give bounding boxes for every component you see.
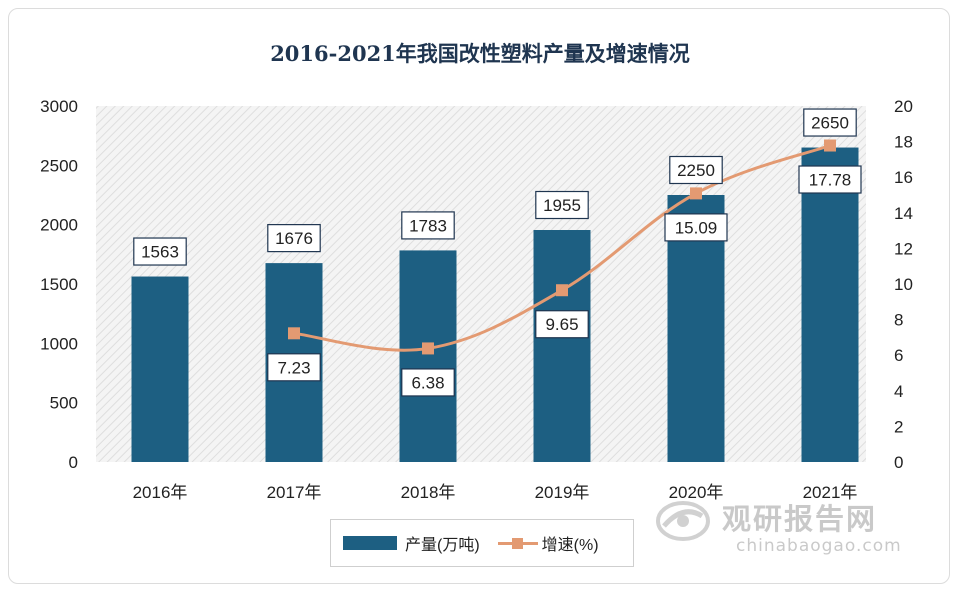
right-axis-tick: 18 — [894, 133, 913, 152]
watermark-url: chinabaogao.com — [736, 536, 902, 556]
left-axis-tick: 2000 — [40, 216, 78, 235]
left-axis-tick: 500 — [50, 394, 78, 413]
growth-marker — [690, 187, 702, 200]
bar — [801, 147, 859, 463]
growth-marker — [422, 342, 434, 355]
bar-value-label: 1563 — [141, 243, 179, 262]
legend-line-marker — [497, 536, 538, 550]
category-label: 2017年 — [267, 483, 322, 502]
bar-value-label-box — [133, 237, 187, 266]
bar — [131, 276, 189, 462]
bar-value-label: 2650 — [811, 114, 849, 133]
growth-value-label: 15.09 — [675, 218, 718, 237]
growth-value-label-box — [267, 353, 321, 382]
bar-value-label-box — [803, 108, 857, 137]
category-label: 2021年 — [803, 483, 858, 502]
watermark: 观研报告网 chinabaogao.com — [652, 492, 942, 562]
growth-value-label: 7.23 — [277, 358, 310, 377]
bar-value-label: 1783 — [409, 216, 447, 235]
left-axis-tick: 1500 — [40, 275, 78, 294]
right-axis-tick: 8 — [894, 311, 903, 330]
right-axis-tick: 12 — [894, 239, 913, 258]
watermark-logo-icon — [656, 501, 710, 541]
right-axis-tick: 20 — [894, 97, 913, 116]
growth-value-label: 6.38 — [411, 373, 444, 392]
bar — [533, 230, 591, 462]
legend-item-line: 增速(%) — [497, 531, 599, 555]
bar-value-label-box — [267, 224, 321, 253]
left-axis-tick: 1000 — [40, 334, 78, 353]
legend-item-bar: 产量(万吨) — [343, 531, 480, 555]
left-axis-tick: 3000 — [40, 97, 78, 116]
category-label: 2018年 — [401, 483, 456, 502]
right-axis-tick: 10 — [894, 275, 913, 294]
legend-bar-label: 产量(万吨) — [405, 537, 480, 554]
legend-bar-swatch — [343, 536, 397, 550]
growth-value-label: 9.65 — [545, 315, 578, 334]
left-axis-tick: 0 — [69, 453, 78, 472]
right-axis-tick: 0 — [894, 453, 903, 472]
watermark-brand: 观研报告网 — [722, 502, 878, 536]
right-axis-tick: 6 — [894, 346, 903, 365]
growth-value-label-box — [401, 368, 455, 397]
bar — [399, 250, 457, 462]
bar-value-label-box — [401, 211, 455, 240]
chart-title: 2016-2021年我国改性塑料产量及增速情况 — [270, 41, 690, 66]
growth-marker — [824, 139, 836, 152]
legend: 产量(万吨) 增速(%) — [330, 519, 634, 567]
plot-area — [96, 106, 866, 462]
growth-value-label-box — [664, 213, 728, 242]
bar-value-label: 2250 — [677, 161, 715, 180]
right-axis-tick: 2 — [894, 417, 903, 436]
growth-value-label-box — [798, 165, 862, 194]
bar-value-label-box — [535, 190, 589, 220]
left-axis-tick: 2500 — [40, 156, 78, 175]
growth-marker — [288, 327, 300, 340]
bar-value-label-box — [669, 155, 723, 185]
growth-value-label-box — [535, 310, 589, 339]
growth-marker — [556, 284, 568, 297]
bar-value-label: 1955 — [543, 196, 581, 215]
right-axis-tick: 4 — [894, 382, 903, 401]
right-axis-tick: 16 — [894, 168, 913, 187]
category-label: 2020年 — [669, 483, 724, 502]
growth-value-label: 17.78 — [809, 171, 852, 190]
legend-line-label: 增速(%) — [541, 537, 599, 554]
category-label: 2016年 — [133, 483, 188, 502]
category-label: 2019年 — [535, 483, 590, 502]
bar-value-label: 1676 — [275, 229, 313, 248]
right-axis-tick: 14 — [894, 204, 913, 223]
